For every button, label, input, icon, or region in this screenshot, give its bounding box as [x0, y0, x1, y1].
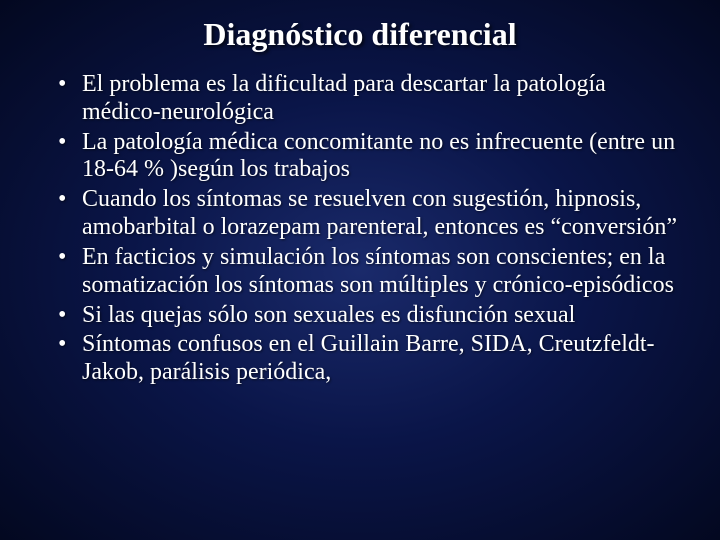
bullet-item: El problema es la dificultad para descar…: [52, 71, 680, 127]
slide: Diagnóstico diferencial El problema es l…: [0, 0, 720, 540]
slide-title: Diagnóstico diferencial: [40, 16, 680, 53]
bullet-item: Cuando los síntomas se resuelven con sug…: [52, 186, 680, 242]
bullet-list: El problema es la dificultad para descar…: [40, 71, 680, 389]
bullet-item: Si las quejas sólo son sexuales es disfu…: [52, 302, 680, 330]
bullet-item: En facticios y simulación los síntomas s…: [52, 244, 680, 300]
bullet-item: Síntomas confusos en el Guillain Barre, …: [52, 331, 680, 387]
bullet-item: La patología médica concomitante no es i…: [52, 129, 680, 185]
